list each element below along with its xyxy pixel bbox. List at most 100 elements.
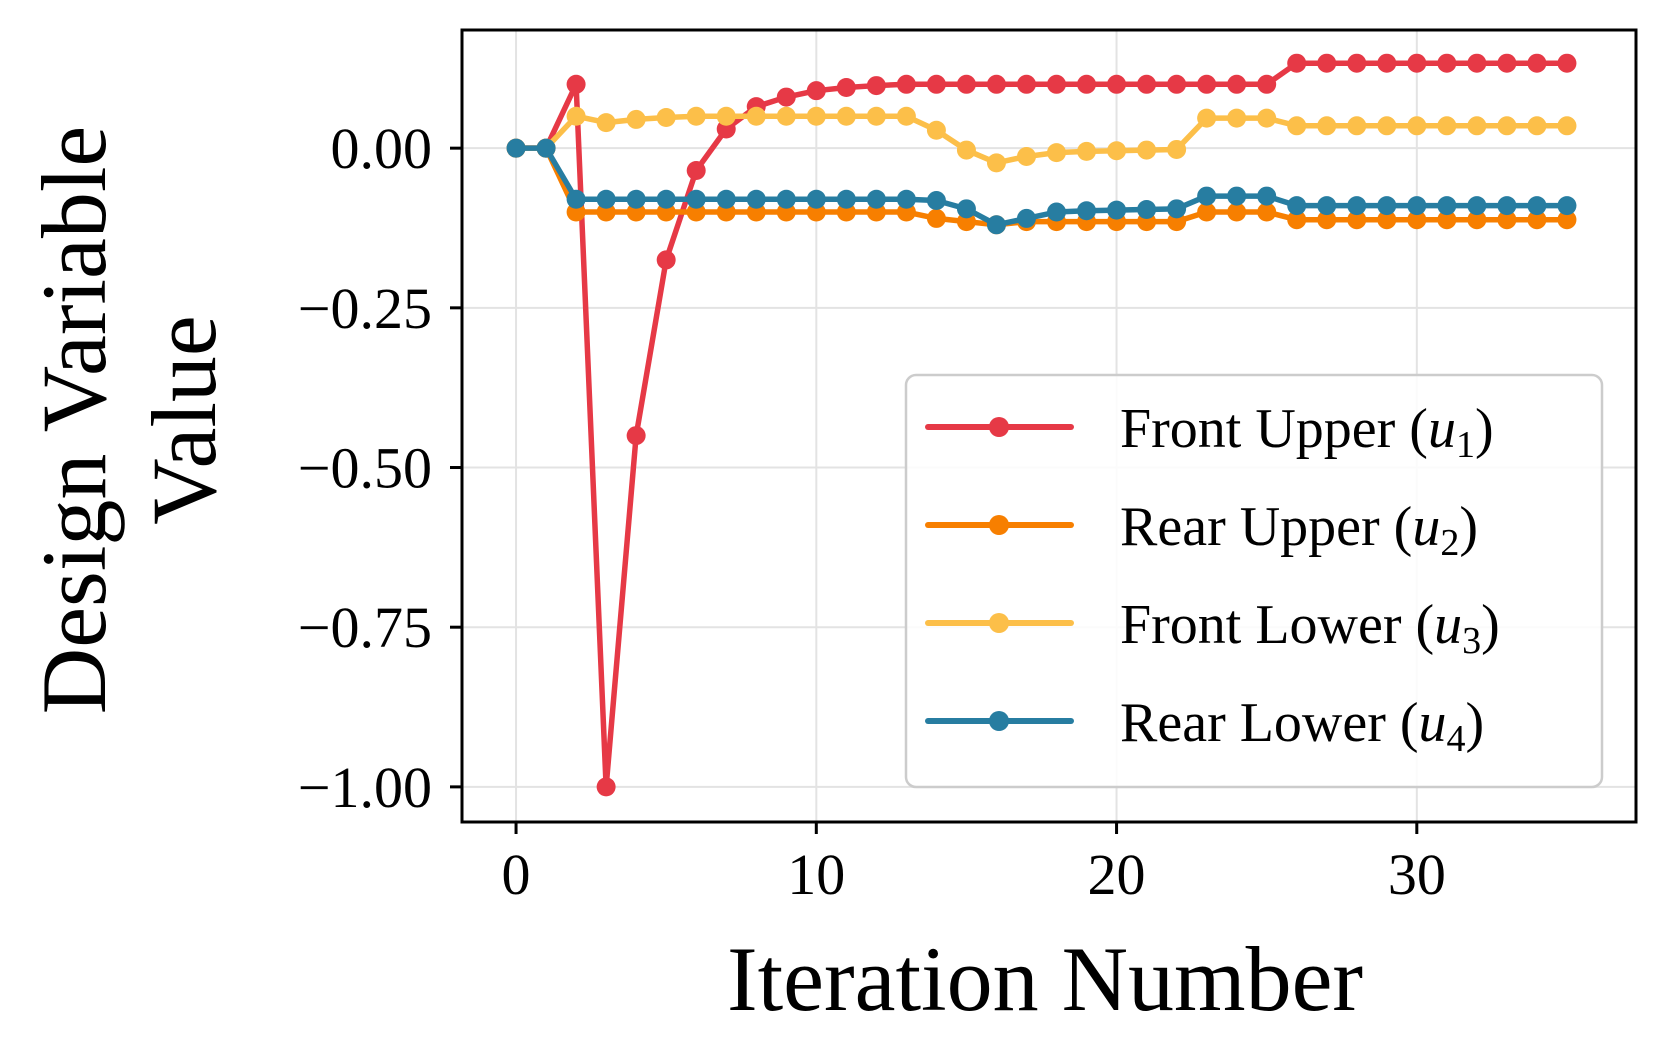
data-point [866,76,886,96]
data-point [1287,53,1307,73]
data-point [1227,74,1247,94]
data-point [1317,53,1337,73]
data-point [1257,202,1277,222]
legend-swatch-marker [989,613,1009,633]
data-point [1377,53,1397,73]
data-point [1197,202,1217,222]
data-point [1527,116,1547,136]
data-point [1347,210,1367,230]
data-point [596,113,616,133]
data-point [1377,210,1397,230]
data-point [626,426,646,446]
x-tick-label: 0 [502,842,531,907]
data-point [746,106,766,126]
data-point [656,250,676,270]
data-point [1047,143,1067,163]
legend-item-1: Front Upper (u1) [925,398,1494,466]
data-point [896,74,916,94]
data-point [1317,196,1337,216]
data-point [1047,202,1067,222]
data-point [836,77,856,97]
data-point [1107,200,1127,220]
y-tick-label: −0.75 [298,595,432,660]
legend-swatch-marker [989,711,1009,731]
y-tick-label: −0.25 [298,276,432,341]
y-axis-title: Design Variable Value [23,126,235,714]
data-point [1557,210,1577,230]
data-point [1167,74,1187,94]
data-point [1407,53,1427,73]
data-point [1317,116,1337,136]
data-point [626,109,646,129]
data-point [956,199,976,219]
series-4 [506,138,1577,235]
data-point [1016,208,1036,228]
data-point [1197,74,1217,94]
data-point [1347,116,1367,136]
data-point [1467,210,1487,230]
x-tick-label: 30 [1388,842,1446,907]
legend-label: Rear Upper (u2) [1120,496,1478,564]
data-point [776,189,796,209]
data-point [986,153,1006,173]
legend-swatch-marker [989,515,1009,535]
legend-item-3: Front Lower (u3) [925,594,1500,662]
data-point [1347,53,1367,73]
data-point [1407,196,1427,216]
data-point [836,189,856,209]
data-point [1287,196,1307,216]
data-point [1077,74,1097,94]
series-layer [506,53,1577,797]
data-point [1377,196,1397,216]
data-point [536,138,556,158]
data-point [1527,196,1547,216]
data-point [926,74,946,94]
data-point [896,189,916,209]
data-point [626,189,646,209]
data-point [806,189,826,209]
y-tick-label: 0.00 [331,116,433,181]
data-point [1437,196,1457,216]
x-tick-label: 20 [1088,842,1146,907]
legend-item-4: Rear Lower (u4) [925,692,1484,760]
data-point [1137,199,1157,219]
y-tick-label: −0.50 [298,436,432,501]
data-point [566,74,586,94]
data-point [686,161,706,181]
data-point [566,189,586,209]
data-point [686,106,706,126]
data-point [776,87,796,107]
plot-frame [460,28,1638,824]
data-point [1257,108,1277,128]
data-point [806,106,826,126]
data-point [716,189,736,209]
data-point [1287,116,1307,136]
data-point [1467,116,1487,136]
legend: Front Upper (u1) Rear Upper (u2) Front Low… [904,373,1604,789]
legend-item-2: Rear Upper (u2) [925,496,1478,564]
data-point [1377,116,1397,136]
data-point [926,208,946,228]
legend-label: Rear Lower (u4) [1120,692,1484,760]
y-axis-title-line-1: Design Variable [23,126,125,714]
legend-label: Front Lower (u3) [1120,594,1500,662]
data-point [1527,210,1547,230]
data-point [566,106,586,126]
data-point [656,108,676,128]
data-point [1437,53,1457,73]
data-point [776,106,796,126]
data-point [656,189,676,209]
data-point [1077,201,1097,221]
data-point [986,215,1006,235]
data-point [1197,186,1217,206]
data-point [1227,186,1247,206]
y-tick-label: −1.00 [298,755,432,820]
data-point [506,138,526,158]
data-point [1137,140,1157,160]
data-point [716,106,736,126]
data-point [1557,53,1577,73]
data-point [1257,186,1277,206]
data-point [686,189,706,209]
data-point [1047,74,1067,94]
